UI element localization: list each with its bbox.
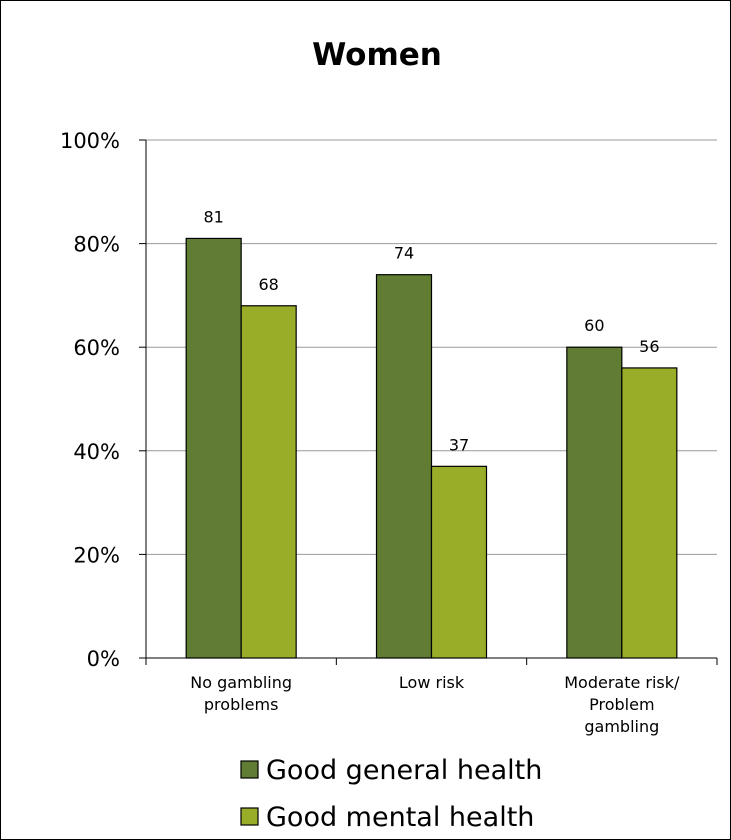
legend-swatch [240,760,259,779]
legend-label: Good general health [266,755,542,786]
y-tick-label: 80% [73,233,120,257]
data-labels: 81 68 74 37 60 56 [203,207,659,454]
bar [240,305,297,659]
bars [185,237,678,659]
y-axis-tick-labels: 0% 20% 40% 60% 80% 100% [60,129,120,671]
data-label: 81 [203,207,223,226]
y-tick-label: 0% [87,647,120,671]
y-tick-label: 20% [73,543,120,567]
y-tick-label: 40% [73,440,120,464]
data-label: 60 [584,316,604,335]
legend: Good general health Good mental health [240,755,542,833]
x-axis-category-labels: No gambling problems Low risk Moderate risk… [190,673,680,736]
bar [621,367,678,659]
data-label: 37 [449,435,469,454]
legend-swatch [240,807,259,826]
bar [375,274,433,659]
bar [430,465,488,659]
data-label: 56 [639,337,659,356]
x-category-label: No gambling problems [190,673,292,714]
bar [185,237,242,659]
chart-title: Women [312,37,442,73]
data-label: 74 [394,244,414,263]
y-tick-label: 100% [60,129,120,153]
x-category-label: Low risk [399,673,465,692]
data-label: 68 [258,275,278,294]
x-category-label: Moderate risk/Problem gambling [564,673,680,736]
legend-label: Good mental health [266,802,534,833]
y-tick-label: 60% [73,336,120,360]
bar [566,346,623,659]
